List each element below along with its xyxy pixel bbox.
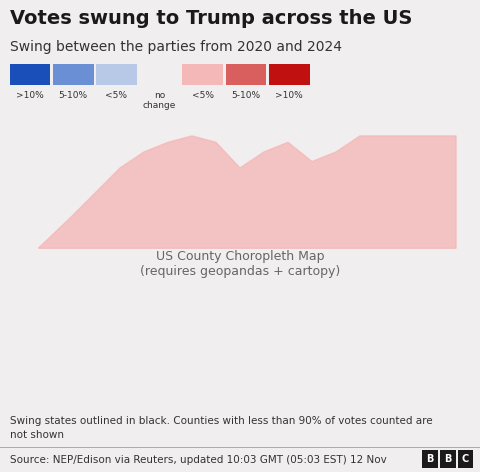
Text: C: C (462, 454, 469, 464)
Polygon shape (38, 136, 456, 248)
FancyBboxPatch shape (96, 64, 137, 85)
FancyBboxPatch shape (422, 450, 438, 468)
Text: >10%: >10% (276, 91, 303, 100)
Text: Votes swung to Trump across the US: Votes swung to Trump across the US (10, 9, 412, 28)
Text: >10%: >10% (16, 91, 44, 100)
Text: 5-10%: 5-10% (231, 91, 261, 100)
Text: Swing between the parties from 2020 and 2024: Swing between the parties from 2020 and … (10, 40, 342, 54)
Text: Source: NEP/Edison via Reuters, updated 10:03 GMT (05:03 EST) 12 Nov: Source: NEP/Edison via Reuters, updated … (10, 455, 386, 465)
Text: <5%: <5% (192, 91, 214, 100)
Text: Swing states outlined in black. Counties with less than 90% of votes counted are: Swing states outlined in black. Counties… (10, 416, 432, 439)
FancyBboxPatch shape (269, 64, 310, 85)
FancyBboxPatch shape (53, 64, 94, 85)
FancyBboxPatch shape (458, 450, 473, 468)
Text: no
change: no change (143, 91, 176, 110)
FancyBboxPatch shape (226, 64, 266, 85)
Text: B: B (426, 454, 434, 464)
Text: B: B (444, 454, 452, 464)
FancyBboxPatch shape (139, 64, 180, 85)
FancyBboxPatch shape (440, 450, 456, 468)
Text: US County Choropleth Map
(requires geopandas + cartopy): US County Choropleth Map (requires geopa… (140, 250, 340, 278)
FancyBboxPatch shape (10, 64, 50, 85)
Text: <5%: <5% (106, 91, 127, 100)
Text: 5-10%: 5-10% (59, 91, 88, 100)
FancyBboxPatch shape (182, 64, 223, 85)
